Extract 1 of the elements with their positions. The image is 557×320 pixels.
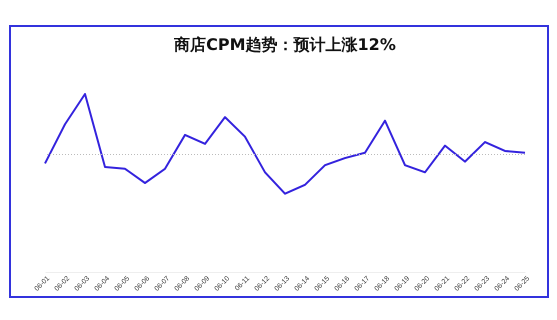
chart-title: 商店CPM趋势：预计上涨12% bbox=[173, 35, 396, 54]
